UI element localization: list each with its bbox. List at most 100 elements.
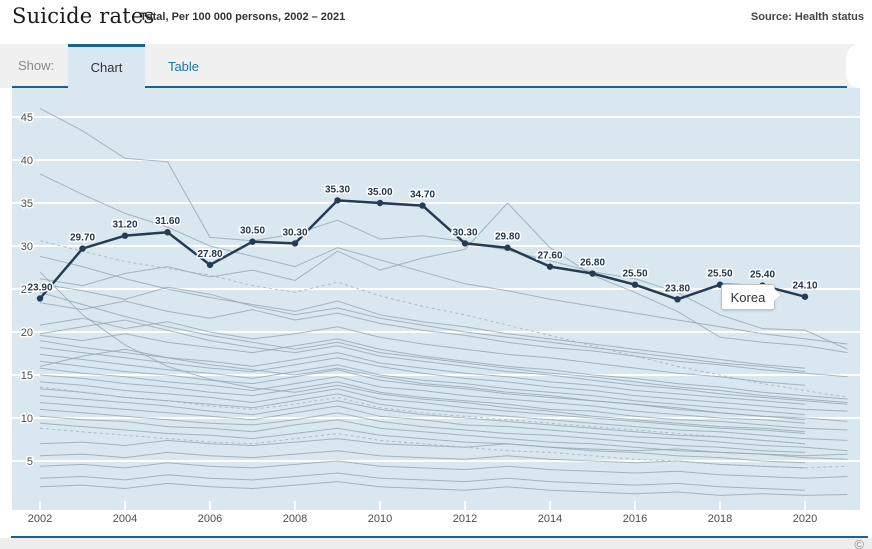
korea-data-label: 24.10: [792, 281, 817, 292]
tab-chart[interactable]: Chart: [68, 44, 145, 88]
tooltip-label: Korea: [730, 289, 766, 305]
x-axis-label: 2012: [452, 513, 478, 525]
background-country-line: [39, 107, 848, 350]
tab-bar-right-cap: [846, 44, 872, 88]
korea-data-label: 25.50: [707, 269, 732, 280]
tab-table[interactable]: Table: [167, 58, 200, 74]
korea-data-label: 30.50: [240, 226, 265, 237]
korea-data-label: 25.40: [750, 270, 775, 281]
background-country-line: [39, 388, 848, 441]
footer: ©: [0, 538, 872, 549]
korea-data-label: 30.30: [282, 227, 307, 238]
x-axis-label: 2014: [537, 513, 563, 525]
chart-canvas[interactable]: 5 10 15 20 25 30 35 40 45 23.90 29.70 31.20 31.60 27.…: [12, 88, 860, 510]
korea-point[interactable]: [504, 244, 511, 251]
y-axis-label: 25: [21, 284, 33, 296]
korea-point[interactable]: [291, 240, 299, 247]
x-axis-label: 2018: [707, 513, 733, 525]
korea-data-label: 30.30: [452, 227, 477, 238]
background-country-line: [39, 367, 806, 424]
background-country-line: [39, 271, 806, 433]
y-axis-label: 35: [21, 198, 33, 210]
page-title: Suicide rates: [12, 4, 155, 28]
tooltip-korea: Korea: [721, 284, 781, 310]
korea-point[interactable]: [36, 295, 44, 302]
background-country-line: [39, 319, 848, 405]
background-country-line: [39, 317, 806, 386]
korea-data-label: 26.80: [580, 258, 605, 269]
x-axis-label: 2016: [622, 513, 648, 525]
y-axis-label: 10: [21, 413, 33, 425]
korea-point[interactable]: [674, 296, 681, 303]
korea-data-label: 23.80: [665, 283, 690, 294]
korea-data-label: 27.60: [537, 251, 562, 262]
bottom-divider: [11, 536, 868, 538]
background-country-line: [39, 422, 806, 464]
background-country-line: [39, 381, 806, 434]
korea-data-label: 35.30: [325, 184, 350, 195]
page-subtitle: Total, Per 100 000 persons, 2002 – 2021: [140, 11, 346, 23]
background-country-line: [39, 173, 848, 345]
background-country-line: [39, 402, 848, 452]
background-country-line: [39, 481, 848, 496]
korea-point[interactable]: [801, 293, 809, 300]
korea-line: [39, 199, 806, 301]
background-country-line: [39, 240, 848, 398]
korea-data-label: 31.20: [112, 220, 137, 231]
tooltip-arrow-icon: [774, 289, 781, 301]
y-axis-label: 5: [27, 456, 33, 468]
copyright-icon: ©: [854, 537, 864, 549]
korea-data-label: 23.90: [27, 282, 52, 293]
background-country-line: [39, 395, 806, 445]
header: Suicide rates Total, Per 100 000 persons…: [0, 0, 872, 44]
tab-bar: Show: Chart Table: [0, 44, 872, 88]
korea-point[interactable]: [334, 197, 341, 204]
background-country-line: [39, 408, 806, 453]
background-country-line: [39, 340, 806, 405]
background-country-line: [39, 374, 848, 431]
korea-point[interactable]: [79, 245, 86, 252]
korea-data-label: 25.50: [622, 269, 647, 280]
korea-point[interactable]: [164, 229, 171, 236]
x-axis-label: 2004: [112, 513, 138, 525]
y-axis-label: 45: [21, 112, 33, 124]
background-country-line: [39, 333, 848, 400]
tab-bar-underline: [12, 86, 847, 88]
background-country-line: [39, 291, 848, 403]
background-country-line: [39, 353, 806, 416]
y-axis-label: 15: [21, 370, 33, 382]
korea-point[interactable]: [419, 202, 426, 209]
korea-point[interactable]: [121, 232, 129, 239]
korea-point[interactable]: [376, 199, 384, 207]
korea-data-label: 34.70: [410, 190, 435, 201]
background-country-line: [39, 438, 848, 457]
korea-data-label: 29.70: [70, 233, 95, 244]
x-axis: 2002 2004 2006 2008 2010 2012 2014 2016 2018 2020: [12, 513, 860, 531]
korea-point[interactable]: [589, 270, 596, 277]
korea-point[interactable]: [249, 238, 256, 245]
background-country-line: [39, 472, 806, 491]
background-country-line: [39, 300, 848, 378]
korea-data-label: 31.60: [155, 216, 180, 227]
korea-point[interactable]: [631, 281, 639, 288]
background-country-line: [39, 450, 806, 469]
background-country-line: [39, 283, 806, 373]
korea-data-label: 29.80: [495, 232, 520, 243]
x-axis-label: 2008: [282, 513, 308, 525]
x-axis-label: 2006: [197, 513, 223, 525]
korea-data-label: 27.80: [197, 249, 222, 260]
x-axis-label: 2010: [367, 513, 393, 525]
background-country-line: [39, 347, 848, 412]
show-label: Show:: [18, 58, 55, 73]
x-axis-label: 2002: [27, 513, 53, 525]
source-label: Source: Health status: [750, 11, 864, 23]
background-country-line: [39, 386, 806, 445]
y-axis-label: 40: [21, 155, 33, 167]
y-axis-label: 20: [21, 327, 33, 339]
background-country-line: [39, 255, 806, 369]
korea-point[interactable]: [206, 261, 214, 269]
korea-point[interactable]: [546, 263, 554, 270]
background-country-line: [39, 202, 848, 354]
korea-point[interactable]: [461, 240, 469, 247]
